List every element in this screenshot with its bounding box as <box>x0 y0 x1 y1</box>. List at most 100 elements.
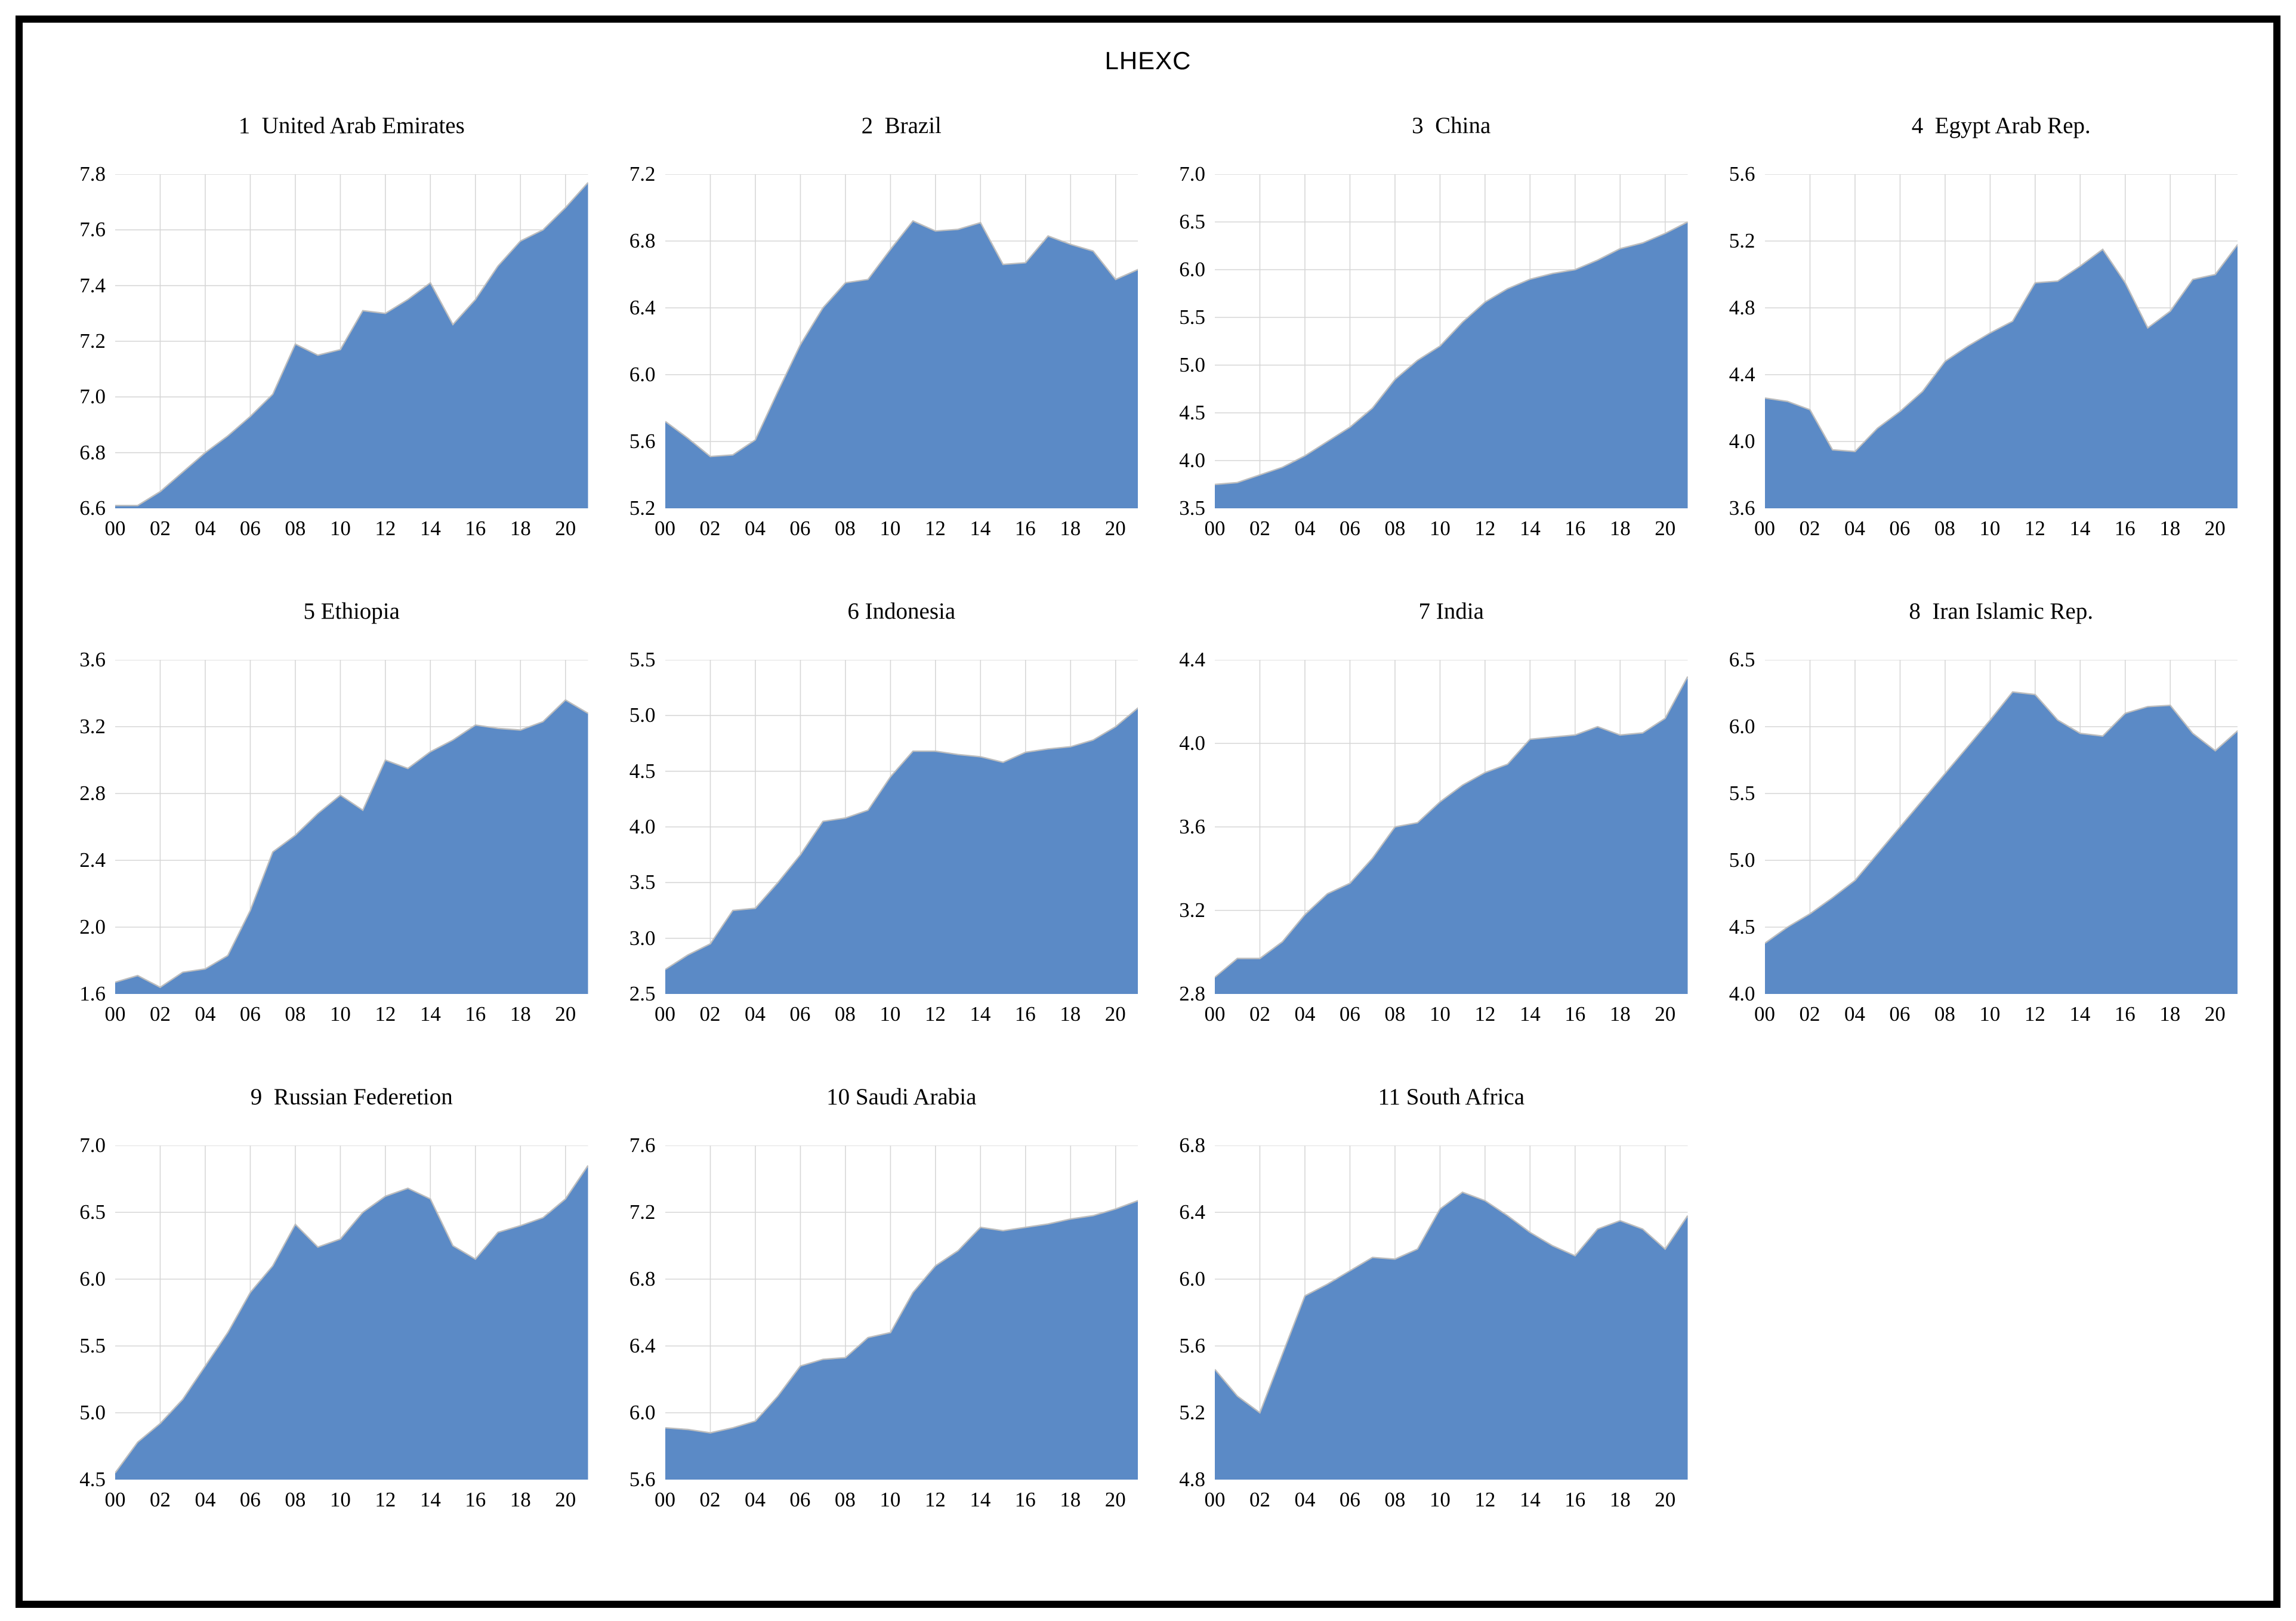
x-tick-label: 20 <box>555 1002 576 1026</box>
x-tick-label: 08 <box>834 1488 856 1511</box>
x-axis-row: 00 02 04 06 08 10 12 14 16 18 20 <box>1708 508 2238 543</box>
area-outline <box>1215 676 1688 978</box>
x-tick-label: 08 <box>285 1002 306 1026</box>
x-tick-label: 10 <box>329 517 351 540</box>
x-tick-label: 06 <box>1339 1002 1360 1026</box>
y-tick-label: 6.0 <box>629 363 656 386</box>
x-tick-label: 12 <box>375 1002 396 1026</box>
x-axis-labels: 00 02 04 06 08 10 12 14 16 18 20 <box>1205 508 1688 543</box>
x-axis-row: 00 02 04 06 08 10 12 14 16 18 20 <box>609 508 1138 543</box>
x-axis-row: 00 02 04 06 08 10 12 14 16 18 20 <box>1158 1480 1688 1514</box>
x-tick-label: 20 <box>555 517 576 540</box>
x-tick-label: 12 <box>924 517 946 540</box>
y-tick-label: 4.8 <box>1729 296 1755 319</box>
x-tick-label: 02 <box>1249 1002 1270 1026</box>
y-tick-label: 6.0 <box>629 1401 656 1424</box>
y-tick-label: 6.0 <box>1179 258 1205 281</box>
x-tick-label: 20 <box>1655 1488 1676 1511</box>
x-tick-label: 02 <box>149 517 171 540</box>
y-tick-label: 4.0 <box>1729 430 1755 453</box>
x-axis-labels: 00 02 04 06 08 10 12 14 16 18 20 <box>655 994 1138 1029</box>
x-tick-label: 00 <box>1754 517 1775 540</box>
y-tick-label: 7.0 <box>79 1134 106 1157</box>
area-fill <box>1215 222 1688 508</box>
y-tick-label: 3.6 <box>1179 815 1205 838</box>
y-axis-labels: 2.8 3.2 3.6 4.0 4.4 <box>1158 648 1215 1005</box>
panel-title: 5 Ethiopia <box>303 598 400 624</box>
x-tick-label: 20 <box>1104 1488 1126 1511</box>
x-tick-label: 04 <box>1294 1002 1316 1026</box>
x-tick-label: 04 <box>744 1002 766 1026</box>
y-tick-label: 6.8 <box>1179 1134 1205 1157</box>
x-tick-label: 06 <box>239 517 261 540</box>
y-tick-label: 2.5 <box>629 982 656 1005</box>
y-tick-label: 5.6 <box>629 1468 656 1491</box>
y-tick-label: 7.8 <box>79 162 106 186</box>
x-tick-label: 10 <box>879 1002 901 1026</box>
y-tick-label: 4.5 <box>1729 915 1755 938</box>
x-tick-label: 20 <box>2204 517 2226 540</box>
y-tick-label: 4.5 <box>629 759 656 783</box>
x-axis-labels: 00 02 04 06 08 10 12 14 16 18 20 <box>105 1480 588 1514</box>
area-fill <box>1764 244 2238 508</box>
y-tick-label: 4.5 <box>79 1468 106 1491</box>
x-tick-label: 18 <box>510 1002 531 1026</box>
y-tick-label: 6.6 <box>79 496 106 520</box>
plot-area <box>115 660 588 994</box>
y-tick-label: 2.8 <box>79 782 106 805</box>
area-fill <box>1764 691 2238 994</box>
x-tick-label: 16 <box>1564 1002 1586 1026</box>
y-tick-label: 7.2 <box>629 1200 656 1224</box>
x-tick-label: 20 <box>1655 517 1676 540</box>
area-chart-svg <box>665 1145 1138 1480</box>
area-fill <box>665 708 1138 994</box>
y-tick-label: 5.0 <box>1729 848 1755 872</box>
x-tick-label: 06 <box>239 1488 261 1511</box>
area-outline <box>665 707 1138 970</box>
y-tick-label: 4.0 <box>1179 449 1205 472</box>
x-tick-label: 00 <box>104 517 126 540</box>
plot-area <box>1764 174 2238 508</box>
y-axis-labels: 1.6 2.0 2.4 2.8 3.2 3.6 <box>58 648 115 1005</box>
y-tick-label: 3.6 <box>79 648 106 671</box>
x-tick-label: 18 <box>2159 517 2181 540</box>
x-tick-label: 14 <box>1519 517 1541 540</box>
y-tick-label: 4.4 <box>1729 363 1755 386</box>
y-axis-labels: 4.0 4.5 5.0 5.5 6.0 6.5 <box>1708 648 1765 1005</box>
y-tick-label: 5.2 <box>629 496 656 520</box>
y-tick-label: 6.5 <box>1729 648 1755 671</box>
x-tick-label: 10 <box>1979 517 2001 540</box>
y-tick-label: 7.4 <box>79 273 106 297</box>
area-fill <box>1215 1192 1688 1480</box>
x-axis-row: 00 02 04 06 08 10 12 14 16 18 20 <box>1158 994 1688 1029</box>
x-tick-label: 00 <box>655 1002 675 1026</box>
x-tick-label: 18 <box>2159 1002 2181 1026</box>
x-tick-label: 06 <box>789 517 811 540</box>
area-outline <box>665 220 1138 458</box>
x-tick-label: 16 <box>1014 1488 1036 1511</box>
area-chart-svg <box>1764 660 2238 994</box>
plot-area <box>115 1145 588 1480</box>
x-tick-label: 12 <box>1474 517 1496 540</box>
y-tick-label: 3.5 <box>1179 496 1205 520</box>
x-axis-row: 00 02 04 06 08 10 12 14 16 18 20 <box>58 1480 588 1514</box>
x-tick-label: 08 <box>1934 1002 1955 1026</box>
x-tick-label: 10 <box>1429 517 1451 540</box>
panel-title: 8 Iran Islamic Rep. <box>1909 598 2094 624</box>
x-tick-label: 08 <box>1384 1488 1406 1511</box>
y-tick-label: 5.0 <box>629 703 656 727</box>
y-tick-label: 3.5 <box>629 870 656 894</box>
y-tick-label: 7.2 <box>629 162 656 186</box>
x-tick-label: 18 <box>1609 1002 1631 1026</box>
x-axis-labels: 00 02 04 06 08 10 12 14 16 18 20 <box>1754 508 2238 543</box>
y-tick-label: 6.0 <box>79 1267 106 1290</box>
x-tick-label: 20 <box>1655 1002 1676 1026</box>
area-fill <box>1215 677 1688 994</box>
figure-content: LHEXC 1 United Arab Emirates 6.6 6.8 7.0 7.… <box>30 27 2266 1596</box>
x-axis-labels: 00 02 04 06 08 10 12 14 16 18 20 <box>105 994 588 1029</box>
x-tick-label: 14 <box>2069 517 2091 540</box>
area-outline <box>1215 1191 1688 1414</box>
panel-title: 7 India <box>1418 598 1484 624</box>
panel-title: 3 China <box>1412 113 1491 138</box>
chart-panel: 4 Egypt Arab Rep. 3.6 4.0 4.4 4.8 5.2 5.6 00 0… <box>1708 112 2238 543</box>
